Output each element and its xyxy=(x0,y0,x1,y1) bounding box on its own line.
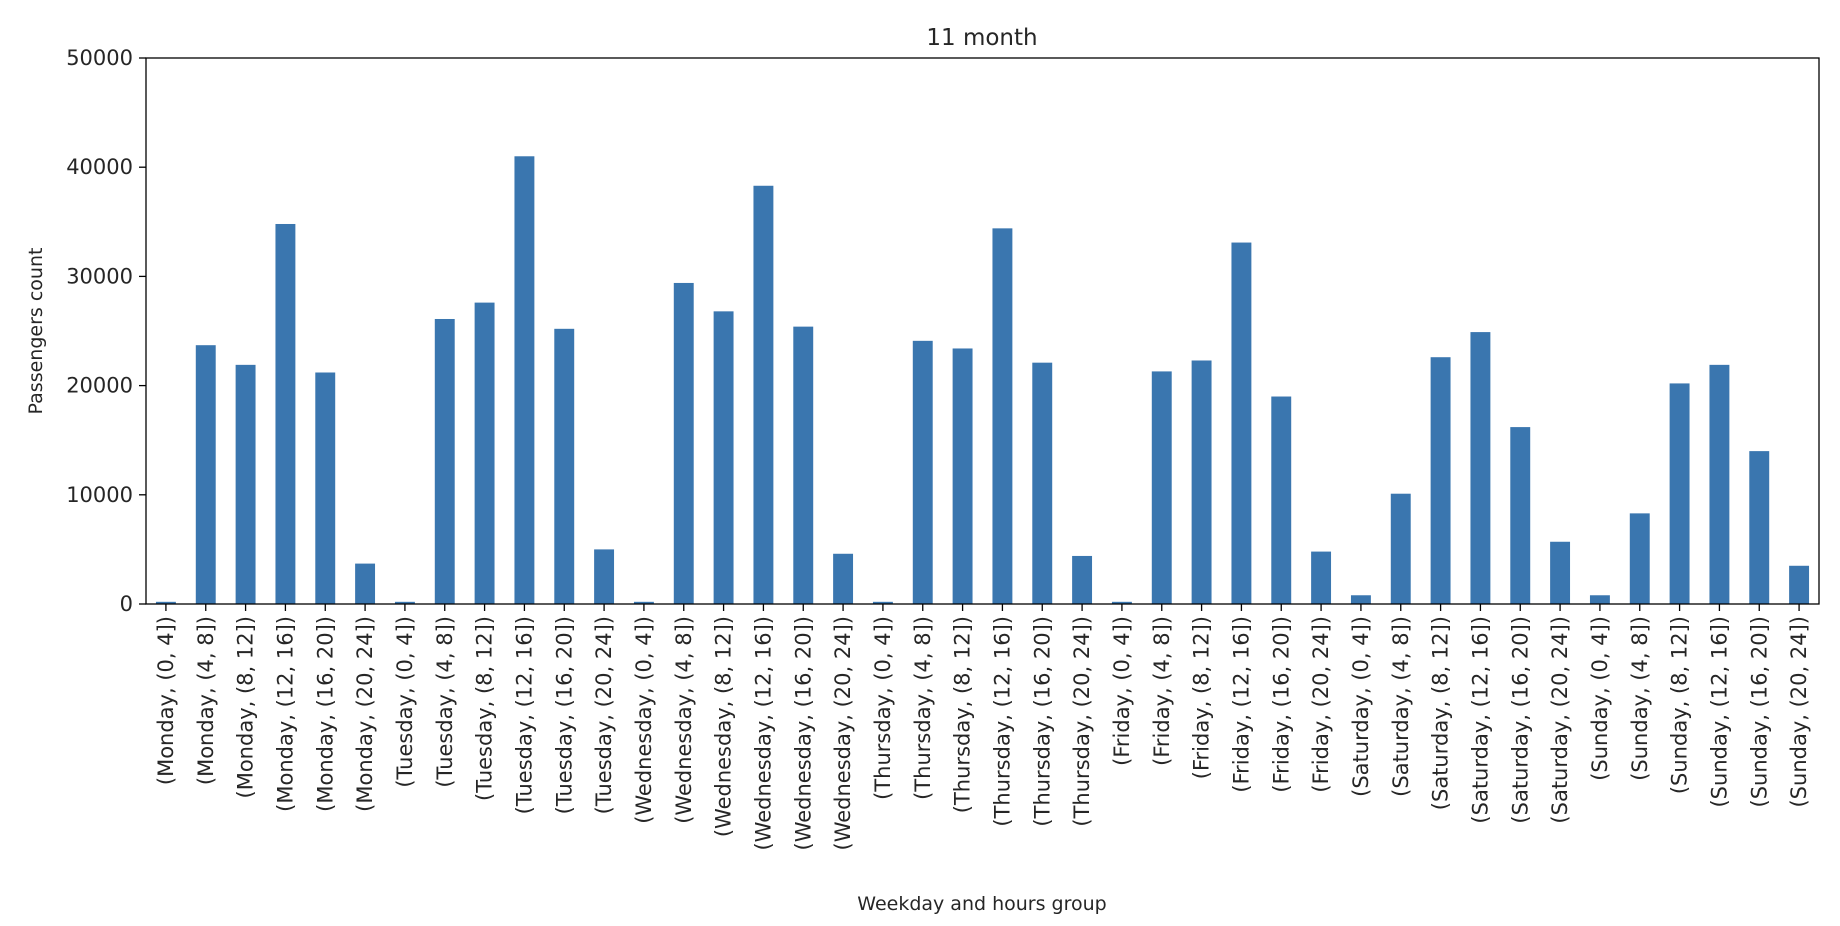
bar xyxy=(235,364,256,604)
bar xyxy=(1111,601,1132,604)
bar xyxy=(195,345,216,604)
x-tick-label: (Tuesday, (8, 12]) xyxy=(473,616,497,801)
x-tick-label: (Monday, (8, 12]) xyxy=(234,616,258,798)
y-axis-title: Passengers count xyxy=(25,248,47,415)
x-tick-label: (Monday, (4, 8]) xyxy=(194,616,218,785)
x-tick-label: (Tuesday, (20, 24]) xyxy=(592,616,616,814)
bar-series xyxy=(155,156,1810,605)
x-tick-label: (Wednesday, (16, 20]) xyxy=(791,616,815,851)
y-tick-label: 10000 xyxy=(66,483,133,507)
y-tick-label: 20000 xyxy=(66,374,133,398)
x-tick-label: (Thursday, (20, 24]) xyxy=(1070,616,1094,827)
x-tick-label: (Friday, (8, 12]) xyxy=(1190,616,1214,779)
x-tick-label: (Thursday, (12, 16]) xyxy=(990,616,1014,827)
bar xyxy=(1350,595,1371,604)
x-tick-label: (Friday, (16, 20]) xyxy=(1269,616,1293,793)
plot-frame xyxy=(145,57,1820,605)
x-tick-label: (Saturday, (0, 4]) xyxy=(1349,616,1373,797)
bar xyxy=(1311,551,1332,604)
x-tick-label: (Tuesday, (12, 16]) xyxy=(512,616,536,814)
bar xyxy=(1271,396,1292,604)
bar xyxy=(1032,362,1053,604)
x-tick-label: (Saturday, (4, 8]) xyxy=(1389,616,1413,797)
bar xyxy=(594,549,615,604)
x-tick-label: (Thursday, (4, 8]) xyxy=(911,616,935,800)
bar xyxy=(1510,427,1531,604)
bar xyxy=(554,328,575,604)
bar xyxy=(992,228,1013,605)
bar xyxy=(1430,357,1451,604)
x-tick-label: (Sunday, (12, 16]) xyxy=(1707,616,1731,808)
x-tick-label: (Monday, (16, 20]) xyxy=(313,616,337,812)
y-tick-label: 0 xyxy=(120,592,133,616)
bar xyxy=(474,302,495,604)
bar xyxy=(275,223,296,604)
bar xyxy=(1072,555,1093,604)
bar xyxy=(793,326,814,604)
bar xyxy=(514,156,535,604)
x-tick-label: (Friday, (0, 4]) xyxy=(1110,616,1134,766)
x-tick-label: (Wednesday, (4, 8]) xyxy=(672,616,696,824)
x-tick-label: (Monday, (0, 4]) xyxy=(154,616,178,785)
x-tick-label: (Tuesday, (0, 4]) xyxy=(393,616,417,788)
bar xyxy=(394,601,415,604)
bar xyxy=(1151,371,1172,604)
bar xyxy=(315,372,336,604)
bar xyxy=(434,318,455,604)
x-tick-label: (Sunday, (0, 4]) xyxy=(1588,616,1612,781)
y-tick-label: 40000 xyxy=(66,155,133,179)
bar xyxy=(355,563,376,604)
bar xyxy=(1669,383,1690,604)
x-tick-label: (Saturday, (20, 24]) xyxy=(1548,616,1572,824)
bar xyxy=(833,553,854,604)
x-tick-label: (Saturday, (12, 16]) xyxy=(1468,616,1492,824)
x-tick-label: (Friday, (4, 8]) xyxy=(1150,616,1174,766)
bar xyxy=(155,601,176,604)
x-tick-label: (Wednesday, (0, 4]) xyxy=(632,616,656,824)
y-axis: 0 10000 20000 30000 40000 50000 xyxy=(66,46,146,616)
bar xyxy=(1390,493,1411,604)
x-axis: (Monday, (0, 4]) (Monday, (4, 8]) (Monday,… xyxy=(154,604,1811,851)
x-tick-label: (Saturday, (8, 12]) xyxy=(1429,616,1453,810)
bar xyxy=(912,340,933,604)
bar xyxy=(1629,513,1650,604)
x-tick-label: (Sunday, (4, 8]) xyxy=(1628,616,1652,781)
x-tick-label: (Saturday, (16, 20]) xyxy=(1508,616,1532,824)
x-tick-label: (Monday, (12, 16]) xyxy=(273,616,297,812)
chart-title: 11 month xyxy=(926,25,1037,51)
x-tick-label: (Wednesday, (8, 12]) xyxy=(712,616,736,837)
x-tick-label: (Tuesday, (4, 8]) xyxy=(433,616,457,788)
y-tick-label: 30000 xyxy=(66,264,133,288)
x-tick-label: (Friday, (12, 16]) xyxy=(1229,616,1253,793)
bar xyxy=(673,282,694,604)
x-tick-label: (Friday, (20, 24]) xyxy=(1309,616,1333,793)
bar xyxy=(1550,541,1571,604)
bar xyxy=(753,185,774,604)
x-tick-label: (Wednesday, (12, 16]) xyxy=(751,616,775,851)
x-tick-label: (Sunday, (20, 24]) xyxy=(1787,616,1811,808)
bar xyxy=(1789,565,1810,604)
bar xyxy=(1231,242,1252,604)
bar xyxy=(1589,595,1610,604)
x-tick-label: (Thursday, (0, 4]) xyxy=(871,616,895,800)
bar xyxy=(872,601,893,604)
x-tick-label: (Thursday, (8, 12]) xyxy=(951,616,975,813)
x-tick-label: (Sunday, (8, 12]) xyxy=(1668,616,1692,794)
bar xyxy=(952,348,973,604)
x-tick-label: (Thursday, (16, 20]) xyxy=(1030,616,1054,827)
x-tick-label: (Wednesday, (20, 24]) xyxy=(831,616,855,851)
x-tick-label: (Tuesday, (16, 20]) xyxy=(552,616,576,814)
bar xyxy=(633,601,654,604)
bar xyxy=(713,311,734,604)
x-tick-label: (Sunday, (16, 20]) xyxy=(1747,616,1771,808)
y-tick-label: 50000 xyxy=(66,46,133,70)
bar xyxy=(1191,360,1212,604)
bar xyxy=(1470,332,1491,604)
x-tick-label: (Monday, (20, 24]) xyxy=(353,616,377,812)
bar xyxy=(1749,451,1770,604)
x-axis-title: Weekday and hours group xyxy=(857,893,1106,915)
bar xyxy=(1709,364,1730,604)
